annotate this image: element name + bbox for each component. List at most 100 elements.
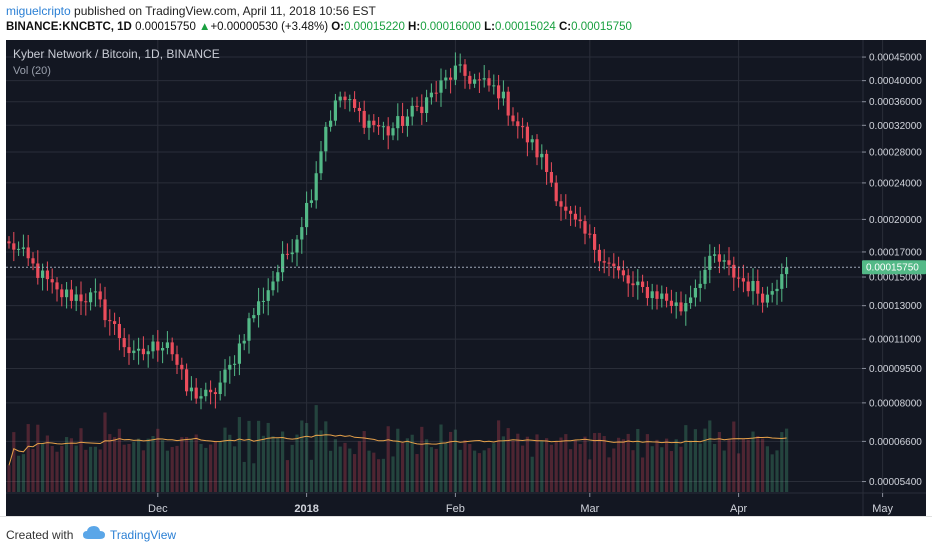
volume-bar (741, 439, 745, 492)
volume-bar (55, 451, 59, 492)
volume-bar (247, 420, 251, 492)
candle-body (74, 294, 78, 301)
close-label: C: (558, 21, 572, 33)
volume-bar (717, 431, 721, 492)
candle-body (17, 248, 21, 250)
volume-bar (655, 439, 659, 492)
candle-body (281, 253, 285, 273)
volume-bar (281, 431, 285, 492)
candle-body (477, 79, 481, 81)
candle-body (117, 323, 121, 339)
volume-bar (146, 438, 150, 492)
volume-bar (50, 446, 54, 492)
candle-body (98, 291, 102, 300)
candle-body (698, 283, 702, 288)
candle-body (324, 126, 328, 152)
candle-body (89, 292, 93, 303)
candle-body (660, 293, 664, 299)
volume-bar (108, 434, 112, 492)
ohlc-line: BINANCE:KNCBTC, 1D 0.00015750 ▲+0.000005… (6, 21, 632, 33)
candle-body (655, 291, 659, 299)
candle-body (693, 287, 697, 298)
volume-bar (396, 428, 400, 492)
candle-body (396, 116, 400, 129)
change-value: +0.00000530 (+3.48%) (210, 21, 329, 33)
candle-body (161, 347, 165, 351)
volume-bar (525, 436, 529, 492)
author-link[interactable]: miguelcripto (6, 4, 71, 18)
volume-bar (698, 443, 702, 492)
volume-bar (645, 434, 649, 492)
candle-body (492, 85, 496, 87)
candle-body (314, 173, 318, 201)
volume-bar (204, 447, 208, 492)
candlestick-chart[interactable]: 0.00045000 0.00040000 0.00036000 0.00032000… (6, 40, 926, 516)
candle-body (252, 315, 256, 319)
volume-bar (612, 448, 616, 492)
volume-bar (573, 440, 577, 492)
low-label: L: (484, 21, 496, 33)
candle-body (597, 249, 601, 262)
volume-bar (559, 437, 563, 492)
candle-body (381, 126, 385, 128)
candles (7, 52, 789, 410)
candle-body (713, 254, 717, 256)
candle-body (588, 233, 592, 235)
candle-body (295, 239, 299, 253)
last-price: 0.00015750 (135, 21, 196, 33)
y-tick-label: 0.00045000 (869, 53, 922, 64)
candle-body (45, 270, 49, 280)
candle-body (247, 318, 251, 341)
candle-body (65, 289, 69, 298)
candle-body (559, 201, 563, 207)
volume-bar (319, 430, 323, 492)
candle-body (621, 270, 625, 276)
chart-area[interactable]: 0.00045000 0.00040000 0.00036000 0.00032000… (6, 40, 926, 516)
volume-bar (650, 446, 654, 492)
candle-body (271, 281, 275, 291)
candle-body (732, 264, 736, 278)
volume-bar (626, 433, 630, 492)
volume-bar (305, 423, 309, 492)
candle-body (780, 274, 784, 289)
volume-bar (521, 445, 525, 492)
candle-body (391, 128, 395, 136)
candle-body (333, 100, 337, 121)
tradingview-cloud-icon[interactable] (82, 525, 106, 541)
volume-bar (261, 435, 265, 492)
candle-body (785, 267, 789, 275)
volume-bar (597, 432, 601, 492)
candle-body (180, 364, 184, 370)
volume-bar (473, 450, 477, 492)
y-tick-label: 0.00028000 (869, 148, 922, 159)
x-tick-label: May (872, 503, 893, 515)
candle-body (401, 116, 405, 126)
volume-bar (674, 439, 678, 492)
candle-body (679, 302, 683, 312)
volume-bar (333, 439, 337, 492)
candle-body (741, 278, 745, 282)
candle-body (261, 300, 265, 302)
candle-body (487, 78, 491, 86)
tradingview-link[interactable]: TradingView (110, 528, 177, 542)
x-tick-label: Feb (446, 503, 465, 515)
candle-body (108, 320, 112, 322)
volume-bar (117, 428, 121, 492)
candle-body (41, 270, 45, 278)
volume-bar (578, 444, 582, 492)
volume-bar (463, 440, 467, 492)
volume-bar (540, 440, 544, 492)
high-value: 0.00016000 (420, 21, 481, 33)
volume-bar (372, 452, 376, 492)
candle-body (761, 293, 765, 303)
volume-bar (31, 448, 35, 492)
candle-body (170, 342, 174, 355)
candle-body (722, 260, 726, 262)
chart-header: miguelcripto published on TradingView.co… (0, 0, 932, 40)
volume-bar (564, 434, 568, 492)
candle-body (209, 389, 213, 393)
candle-body (420, 106, 424, 114)
volume-bar (93, 446, 97, 492)
candle-body (415, 105, 419, 107)
volume-bar (300, 420, 304, 492)
